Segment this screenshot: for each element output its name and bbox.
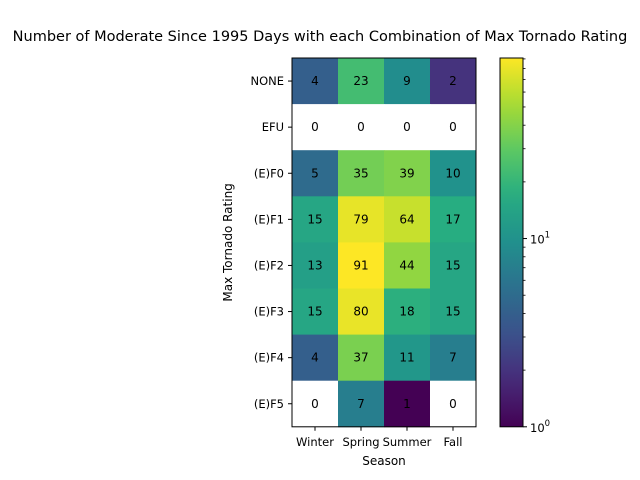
cell-value-label: 15 bbox=[445, 258, 460, 272]
heatmap-cell bbox=[430, 242, 477, 289]
heatmap-cell bbox=[430, 196, 477, 243]
heatmap-cell bbox=[338, 150, 385, 197]
cell-value-label: 80 bbox=[353, 305, 368, 319]
y-tick-label: (E)F4 bbox=[254, 351, 284, 365]
heatmap-cell bbox=[384, 104, 431, 151]
y-axis-ticks: NONE EFU (E)F0 (E)F1 (E)F2 (E)F3 (E)F4 (E)F5 bbox=[250, 74, 292, 411]
heatmap-cell bbox=[338, 380, 385, 428]
cell-value-label: 79 bbox=[353, 212, 368, 226]
cell-value-label: 17 bbox=[445, 212, 460, 226]
heatmap-cell bbox=[430, 334, 477, 382]
cell-value-label: 39 bbox=[399, 166, 414, 180]
y-tick-label: EFU bbox=[262, 120, 284, 134]
cell-value-label: 1 bbox=[403, 397, 411, 411]
heatmap-cell bbox=[338, 104, 385, 151]
heatmap-cell bbox=[292, 288, 339, 335]
cell-value-label: 2 bbox=[449, 74, 457, 88]
x-tick-label: Fall bbox=[444, 435, 463, 449]
heatmap-cell bbox=[384, 196, 431, 243]
heatmap-cell bbox=[292, 334, 339, 382]
cell-value-label: 7 bbox=[357, 397, 365, 411]
colorbar: 100 101 bbox=[499, 57, 550, 435]
cell-value-label: 0 bbox=[449, 120, 457, 134]
y-tick-label: (E)F1 bbox=[254, 212, 284, 226]
heatmap-cell bbox=[338, 196, 385, 243]
colorbar-tick-label: 101 bbox=[530, 231, 550, 247]
heatmap-cell bbox=[292, 242, 339, 289]
heatmap-cell bbox=[384, 380, 431, 428]
heatmap-cell bbox=[292, 58, 339, 105]
heatmap-cell bbox=[384, 58, 431, 105]
heatmap-cell bbox=[292, 196, 339, 243]
cell-value-label: 11 bbox=[399, 351, 414, 365]
heatmap-cell bbox=[430, 380, 477, 428]
colorbar-tick-label: 100 bbox=[530, 419, 550, 435]
cell-value-label: 0 bbox=[311, 397, 319, 411]
heatmap-cell bbox=[338, 334, 385, 382]
x-axis-ticks: Winter Spring Summer Fall bbox=[296, 426, 463, 449]
heatmap-cell bbox=[430, 104, 477, 151]
cell-value-label: 44 bbox=[399, 258, 414, 272]
heatmap-cell bbox=[384, 334, 431, 382]
heatmap-cell bbox=[292, 380, 339, 428]
y-tick-label: (E)F5 bbox=[254, 397, 284, 411]
cell-value-label: 4 bbox=[311, 351, 319, 365]
cell-value-label: 37 bbox=[353, 351, 368, 365]
y-tick-label: NONE bbox=[250, 74, 284, 88]
heatmap-cell bbox=[384, 288, 431, 335]
heatmap-cell bbox=[430, 58, 477, 105]
cell-value-label: 13 bbox=[307, 258, 322, 272]
cell-value-label: 0 bbox=[357, 120, 365, 134]
chart-title: Number of Moderate Since 1995 Days with … bbox=[13, 29, 628, 45]
cell-value-label: 91 bbox=[353, 258, 368, 272]
cell-value-label: 15 bbox=[307, 212, 322, 226]
y-tick-label: (E)F3 bbox=[254, 305, 284, 319]
heatmap-cell bbox=[292, 104, 339, 151]
heatmap-cell bbox=[338, 288, 385, 335]
cell-value-label: 15 bbox=[445, 305, 460, 319]
cell-value-label: 35 bbox=[353, 166, 368, 180]
x-tick-label: Spring bbox=[342, 435, 379, 449]
x-axis-label: Season bbox=[362, 454, 406, 468]
y-axis-label: Max Tornado Rating bbox=[221, 183, 235, 301]
colorbar-gradient bbox=[499, 57, 524, 428]
cell-value-label: 10 bbox=[445, 166, 460, 180]
cell-value-label: 0 bbox=[449, 397, 457, 411]
x-tick-label: Summer bbox=[383, 435, 432, 449]
cell-value-label: 7 bbox=[449, 351, 457, 365]
cell-value-label: 64 bbox=[399, 212, 414, 226]
cell-value-label: 18 bbox=[399, 305, 414, 319]
heatmap-cell bbox=[292, 150, 339, 197]
heatmap-cell bbox=[430, 150, 477, 197]
heatmap-cell bbox=[384, 150, 431, 197]
cell-value-label: 15 bbox=[307, 305, 322, 319]
y-tick-label: (E)F0 bbox=[254, 166, 284, 180]
cell-value-label: 5 bbox=[311, 166, 319, 180]
heatmap-cell bbox=[338, 242, 385, 289]
y-tick-label: (E)F2 bbox=[254, 258, 284, 272]
cell-value-label: 9 bbox=[403, 74, 411, 88]
heatmap-cell bbox=[338, 58, 385, 105]
cell-value-label: 0 bbox=[311, 120, 319, 134]
cell-value-label: 4 bbox=[311, 74, 319, 88]
plot-frame bbox=[291, 57, 477, 428]
heatmap-cell bbox=[384, 242, 431, 289]
heatmap-cell bbox=[430, 288, 477, 335]
x-tick-label: Winter bbox=[296, 435, 334, 449]
cell-value-label: 0 bbox=[403, 120, 411, 134]
cell-value-label: 23 bbox=[353, 74, 368, 88]
